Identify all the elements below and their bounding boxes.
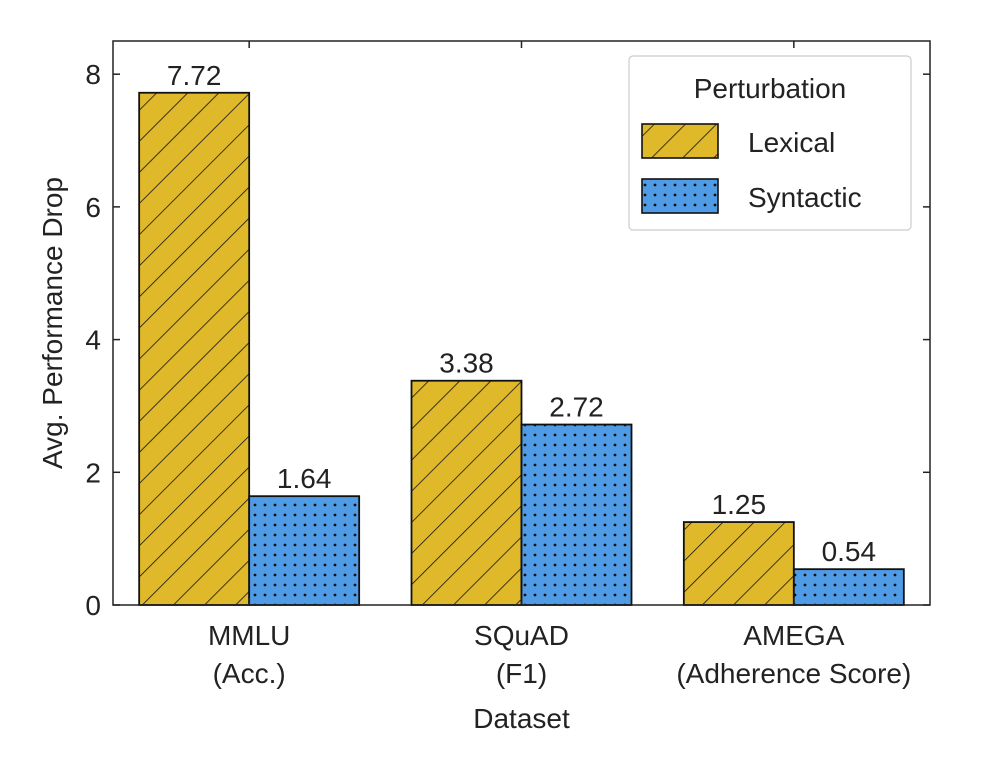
- legend: Perturbation Lexical Syntactic: [628, 55, 912, 231]
- legend-swatch-lexical: [641, 123, 719, 159]
- legend-title: Perturbation: [694, 73, 847, 104]
- x-axis: MMLU (Acc.) SQuAD (F1) AMEGA (Adherence Score…: [208, 41, 911, 689]
- x-tick-label: SQuAD: [474, 620, 569, 651]
- y-tick-label: 4: [85, 325, 101, 356]
- legend-label: Lexical: [748, 127, 835, 158]
- legend-items: Lexical Syntactic: [641, 123, 862, 214]
- bar-lexical: [410, 379, 523, 606]
- y-tick-label: 2: [85, 457, 101, 488]
- value-labels: 7.72 1.64 3.38 2.72 1.25 0.54: [167, 60, 876, 567]
- x-tick-label: MMLU: [208, 620, 290, 651]
- value-label: 1.64: [277, 463, 332, 494]
- x-axis-title: Dataset: [473, 703, 570, 734]
- bar-syntactic: [792, 568, 905, 606]
- bar-lexical: [682, 521, 795, 606]
- y-tick-label: 6: [85, 192, 101, 223]
- bar-syntactic: [248, 495, 361, 606]
- value-label: 0.54: [822, 536, 877, 567]
- legend-label: Syntactic: [748, 182, 862, 213]
- value-label: 3.38: [439, 348, 494, 379]
- bar-syntactic: [520, 423, 633, 606]
- y-axis: 0 2 4 6 8: [85, 59, 930, 621]
- x-tick-sublabel: (F1): [496, 658, 547, 689]
- x-tick-sublabel: (Adherence Score): [676, 658, 911, 689]
- y-tick-label: 8: [85, 59, 101, 90]
- value-label: 1.25: [712, 489, 767, 520]
- bars-layer: [138, 91, 905, 606]
- y-tick-label: 0: [85, 590, 101, 621]
- x-tick-label: AMEGA: [743, 620, 844, 651]
- x-tick-sublabel: (Acc.): [213, 658, 286, 689]
- value-label: 7.72: [167, 60, 222, 91]
- y-axis-title: Avg. Performance Drop: [37, 177, 68, 469]
- legend-swatch-syntactic: [641, 178, 719, 214]
- bar-lexical: [138, 91, 251, 606]
- value-label: 2.72: [549, 392, 604, 423]
